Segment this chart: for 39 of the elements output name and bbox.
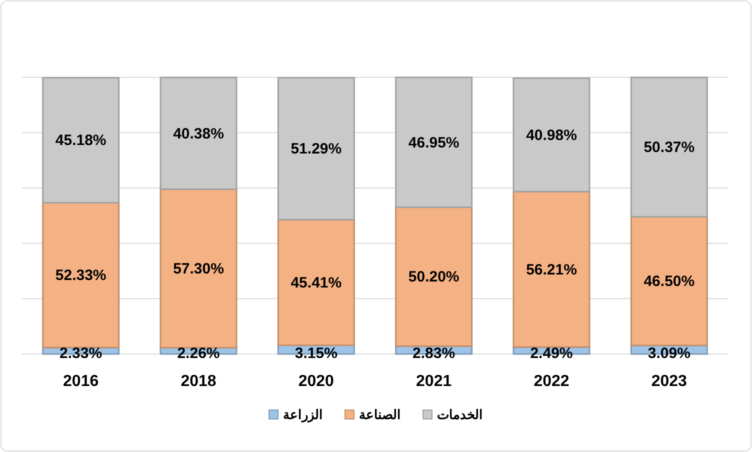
bar <box>395 76 473 208</box>
x-tick-label: 2016 <box>63 373 99 390</box>
data-label: 2.83% <box>412 345 456 362</box>
x-tick-label: 2023 <box>651 373 688 390</box>
data-label: 46.50% <box>644 273 695 290</box>
data-label: 57.30% <box>173 260 224 278</box>
data-label: 40.98% <box>526 126 577 144</box>
bar <box>42 202 120 348</box>
bar <box>630 216 708 346</box>
data-label: 50.37% <box>644 139 695 156</box>
bar <box>512 77 590 192</box>
data-label: 45.41% <box>290 274 342 292</box>
bar <box>512 190 590 348</box>
legend-label: الزراعة <box>283 407 323 423</box>
bar <box>277 76 355 220</box>
bar <box>395 206 473 347</box>
bar <box>160 188 238 348</box>
data-label: 2.49% <box>530 345 573 362</box>
data-label: 51.29% <box>290 140 342 158</box>
legend-label: الصناعة <box>359 407 401 422</box>
data-label: 3.15% <box>294 345 338 362</box>
x-tick-label: 2020 <box>298 373 334 390</box>
data-label: 2.26% <box>177 345 220 362</box>
data-label: 50.20% <box>408 268 460 286</box>
x-tick-label: 2018 <box>180 373 216 390</box>
data-label: 40.38% <box>173 125 224 142</box>
bar <box>277 218 355 346</box>
data-label: 52.33% <box>55 267 106 284</box>
legend-label: الخدمات <box>437 407 483 422</box>
data-label: 56.21% <box>526 261 577 278</box>
data-label: 3.09% <box>648 345 690 362</box>
data-label: 45.18% <box>55 132 106 150</box>
data-label: 2.33% <box>60 345 102 362</box>
bar <box>630 76 708 218</box>
x-tick-label: 2022 <box>534 373 570 390</box>
data-label: 46.95% <box>408 134 460 152</box>
bar <box>160 76 238 190</box>
x-tick-label: 2021 <box>416 373 452 390</box>
bar <box>42 76 120 204</box>
